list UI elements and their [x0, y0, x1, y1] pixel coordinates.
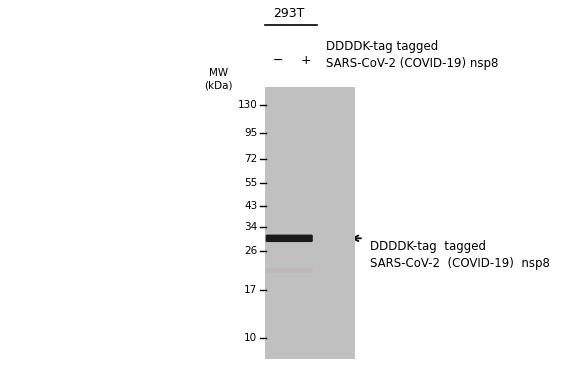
Text: 26: 26: [244, 246, 257, 256]
Text: DDDDK-tag tagged
SARS-CoV-2 (COVID-19) nsp8: DDDDK-tag tagged SARS-CoV-2 (COVID-19) n…: [326, 40, 498, 70]
Text: 17: 17: [244, 285, 257, 295]
Text: +: +: [300, 54, 311, 67]
Text: 10: 10: [244, 333, 257, 343]
Text: 130: 130: [237, 100, 257, 110]
Text: 34: 34: [244, 222, 257, 232]
Text: 95: 95: [244, 129, 257, 138]
Text: DDDDK-tag  tagged
SARS-CoV-2  (COVID-19)  nsp8: DDDDK-tag tagged SARS-CoV-2 (COVID-19) n…: [370, 240, 549, 270]
Text: MW
(kDa): MW (kDa): [204, 68, 232, 90]
Text: 55: 55: [244, 178, 257, 188]
Text: 293T: 293T: [274, 7, 305, 20]
Text: 43: 43: [244, 201, 257, 211]
Text: 72: 72: [244, 154, 257, 164]
Text: −: −: [272, 54, 283, 67]
